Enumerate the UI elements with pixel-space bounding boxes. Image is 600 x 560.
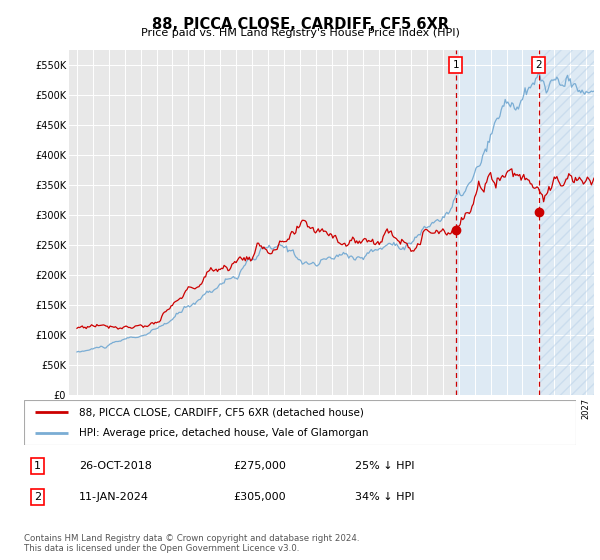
Text: 25% ↓ HPI: 25% ↓ HPI [355,461,415,471]
Text: 26-OCT-2018: 26-OCT-2018 [79,461,152,471]
Text: 11-JAN-2024: 11-JAN-2024 [79,492,149,502]
Text: 1: 1 [452,60,459,71]
Text: 88, PICCA CLOSE, CARDIFF, CF5 6XR: 88, PICCA CLOSE, CARDIFF, CF5 6XR [151,17,449,32]
Bar [456,50,594,395]
Bar [539,50,594,395]
Text: Contains HM Land Registry data © Crown copyright and database right 2024.
This d: Contains HM Land Registry data © Crown c… [24,534,359,553]
Text: 2: 2 [535,60,542,71]
Text: 34% ↓ HPI: 34% ↓ HPI [355,492,415,502]
Bar [539,50,594,395]
Text: £275,000: £275,000 [234,461,287,471]
Text: Price paid vs. HM Land Registry's House Price Index (HPI): Price paid vs. HM Land Registry's House … [140,28,460,38]
Text: 1: 1 [34,461,41,471]
Text: HPI: Average price, detached house, Vale of Glamorgan: HPI: Average price, detached house, Vale… [79,428,368,438]
Text: 2: 2 [34,492,41,502]
Text: 88, PICCA CLOSE, CARDIFF, CF5 6XR (detached house): 88, PICCA CLOSE, CARDIFF, CF5 6XR (detac… [79,408,364,418]
Text: £305,000: £305,000 [234,492,286,502]
